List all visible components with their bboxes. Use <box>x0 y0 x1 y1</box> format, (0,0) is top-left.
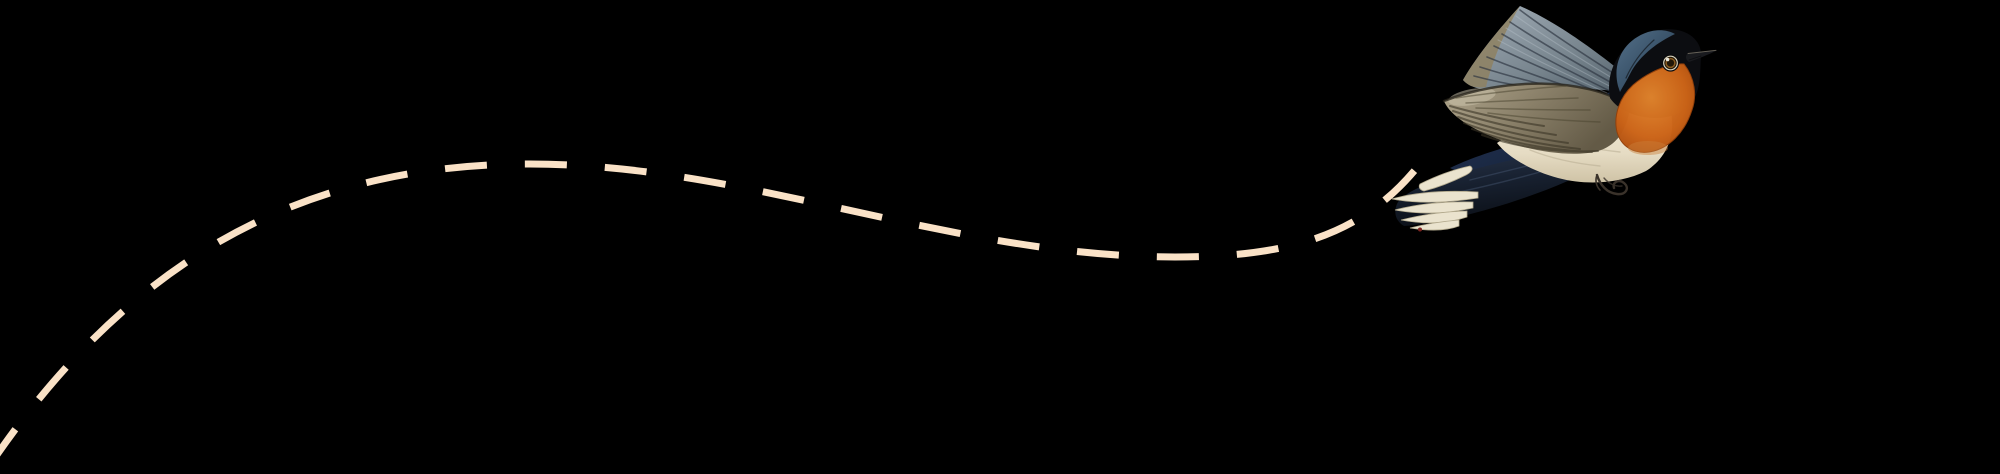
bird-breast <box>1615 63 1696 155</box>
bird-eye <box>1661 54 1680 72</box>
bird-crown-blue <box>1616 30 1675 92</box>
flight-trail-path <box>0 160 1418 457</box>
bird-tail-white-tips <box>1391 165 1479 232</box>
bird-feet <box>1595 173 1628 196</box>
bird-beak <box>1685 49 1717 62</box>
bird-illustration <box>1391 6 1717 232</box>
bird-tail-maroon-spot <box>1418 227 1422 232</box>
bird-near-wing <box>1442 82 1632 154</box>
